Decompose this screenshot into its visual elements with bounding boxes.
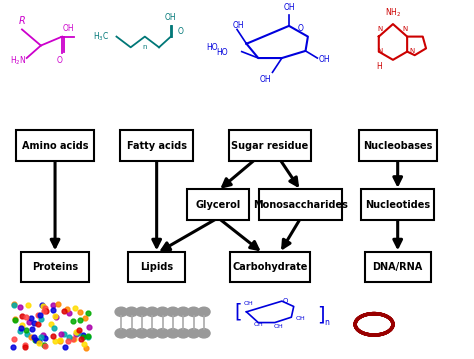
- Circle shape: [156, 307, 169, 317]
- Text: H: H: [376, 62, 382, 71]
- Circle shape: [167, 307, 179, 317]
- FancyBboxPatch shape: [187, 190, 249, 220]
- Text: [: [: [234, 302, 242, 321]
- Text: N: N: [402, 27, 407, 32]
- Circle shape: [167, 328, 179, 338]
- Circle shape: [126, 328, 137, 338]
- Text: HO: HO: [207, 43, 218, 52]
- Text: OH: OH: [318, 55, 330, 64]
- FancyBboxPatch shape: [229, 130, 311, 161]
- Text: Nucleotides: Nucleotides: [365, 200, 430, 210]
- Text: Amino acids: Amino acids: [22, 141, 88, 151]
- Text: R: R: [18, 16, 25, 26]
- Text: OH: OH: [62, 24, 74, 33]
- Text: NH$_2$: NH$_2$: [385, 7, 401, 19]
- Text: DNA/RNA: DNA/RNA: [373, 262, 423, 272]
- Circle shape: [126, 307, 137, 317]
- FancyBboxPatch shape: [16, 130, 94, 161]
- Text: Glycerol: Glycerol: [195, 200, 241, 210]
- Text: O: O: [298, 24, 304, 33]
- Text: Lipids: Lipids: [140, 262, 173, 272]
- Text: OH: OH: [244, 301, 254, 306]
- Circle shape: [115, 328, 128, 338]
- Circle shape: [146, 307, 158, 317]
- Text: Sugar residue: Sugar residue: [231, 141, 309, 151]
- FancyBboxPatch shape: [259, 190, 342, 220]
- Text: O: O: [57, 56, 63, 65]
- Text: Proteins: Proteins: [32, 262, 78, 272]
- Text: OH: OH: [296, 316, 306, 321]
- Text: O: O: [283, 298, 288, 304]
- Text: n: n: [143, 45, 147, 51]
- Text: Fatty acids: Fatty acids: [127, 141, 187, 151]
- FancyBboxPatch shape: [21, 252, 89, 282]
- FancyBboxPatch shape: [120, 130, 193, 161]
- Text: O: O: [178, 27, 184, 37]
- Text: N: N: [378, 48, 383, 54]
- FancyBboxPatch shape: [128, 252, 185, 282]
- Circle shape: [156, 328, 169, 338]
- Circle shape: [187, 307, 200, 317]
- Circle shape: [115, 307, 128, 317]
- Circle shape: [136, 307, 148, 317]
- FancyBboxPatch shape: [361, 190, 434, 220]
- Text: OH: OH: [254, 322, 263, 327]
- Text: OH: OH: [283, 3, 295, 12]
- Text: Nucleobases: Nucleobases: [363, 141, 432, 151]
- Text: OH: OH: [232, 22, 244, 31]
- Text: HO: HO: [216, 48, 228, 57]
- Circle shape: [198, 328, 210, 338]
- Text: n: n: [324, 318, 329, 327]
- Text: H$_3$C: H$_3$C: [93, 31, 109, 43]
- Text: H$_2$N: H$_2$N: [10, 55, 27, 67]
- Circle shape: [187, 328, 200, 338]
- FancyBboxPatch shape: [365, 252, 431, 282]
- FancyBboxPatch shape: [359, 130, 437, 161]
- Text: N: N: [409, 48, 414, 54]
- FancyBboxPatch shape: [230, 252, 310, 282]
- Circle shape: [177, 328, 190, 338]
- Circle shape: [198, 307, 210, 317]
- Text: N: N: [378, 27, 383, 32]
- Text: Monosaccharides: Monosaccharides: [254, 200, 348, 210]
- Text: ]: ]: [318, 306, 325, 325]
- Circle shape: [177, 307, 190, 317]
- Circle shape: [146, 328, 158, 338]
- Text: Carbohydrate: Carbohydrate: [232, 262, 308, 272]
- Text: OH: OH: [260, 75, 271, 84]
- Text: OH: OH: [165, 13, 177, 22]
- Circle shape: [136, 328, 148, 338]
- Text: OH: OH: [274, 323, 283, 328]
